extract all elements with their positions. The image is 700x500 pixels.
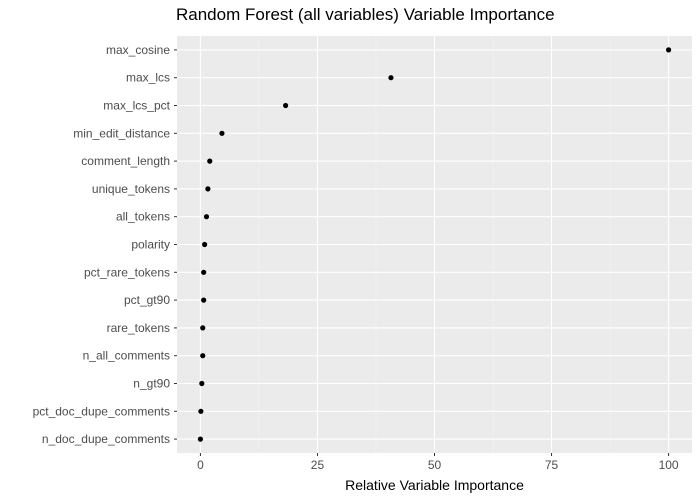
y-axis: max_cosine max_lcs max_lcs_pct min_edit_dis…	[33, 43, 177, 446]
y-tick-label: comment_length	[81, 154, 170, 168]
x-axis: 0 25 50 75 100	[197, 453, 679, 472]
data-point	[205, 186, 211, 192]
x-tick-label: 0	[197, 458, 204, 472]
data-point	[219, 130, 225, 136]
x-tick-label: 25	[311, 458, 325, 472]
y-tick-label: pct_doc_dupe_comments	[33, 404, 170, 418]
y-tick-label: max_lcs	[126, 71, 170, 85]
x-tick-label: 50	[428, 458, 442, 472]
points-layer	[197, 47, 672, 442]
chart-title: Random Forest (all variables) Variable I…	[176, 5, 555, 24]
x-axis-title: Relative Variable Importance	[345, 477, 524, 493]
y-tick-label: n_doc_dupe_comments	[42, 432, 170, 446]
x-tick-label: 75	[545, 458, 559, 472]
y-tick-label: pct_gt90	[124, 293, 170, 307]
data-point	[665, 47, 672, 53]
y-tick-label: n_gt90	[133, 377, 170, 391]
data-point	[200, 325, 206, 331]
y-tick-label: n_all_comments	[83, 349, 170, 363]
data-point	[203, 214, 210, 220]
data-point	[197, 436, 204, 442]
y-tick-label: pct_rare_tokens	[84, 265, 170, 279]
data-point	[207, 158, 213, 164]
data-point	[200, 353, 206, 359]
data-point	[201, 297, 207, 303]
x-tick-label: 100	[659, 458, 679, 472]
y-tick-label: min_edit_distance	[73, 126, 170, 140]
data-point	[199, 380, 205, 387]
y-tick-label: max_lcs_pct	[103, 99, 170, 113]
data-point	[198, 408, 204, 414]
y-tick-label: all_tokens	[116, 210, 170, 224]
data-point	[283, 102, 289, 109]
y-tick-label: rare_tokens	[107, 321, 170, 335]
y-tick-label: max_cosine	[106, 43, 170, 57]
data-point	[201, 269, 207, 275]
y-tick-label: unique_tokens	[92, 182, 170, 196]
y-tick-label: polarity	[131, 238, 170, 252]
grid-layer	[177, 36, 692, 453]
data-point	[202, 241, 208, 248]
data-point	[388, 75, 394, 81]
